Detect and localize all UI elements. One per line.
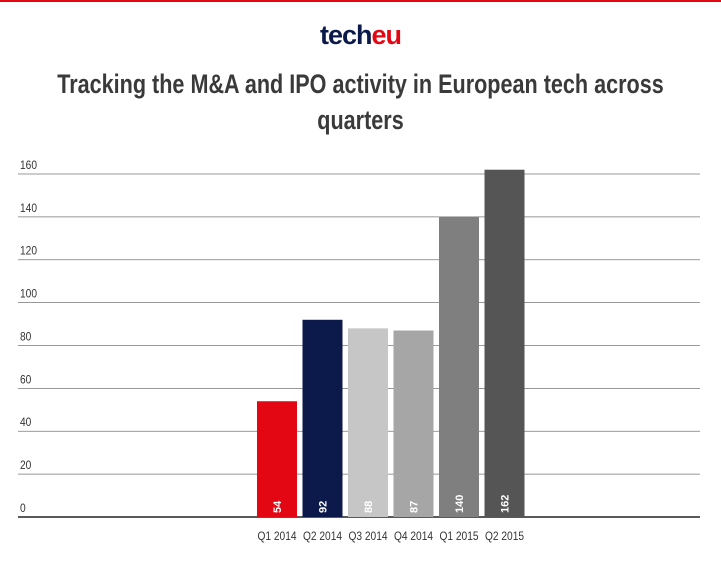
x-tick-label: Q4 2014 (394, 530, 433, 543)
value-label: 92 (318, 501, 330, 513)
bar (302, 319, 343, 517)
x-tick-label: Q2 2015 (485, 530, 524, 543)
y-tick-label: 40 (20, 417, 31, 430)
value-label: 140 (454, 495, 466, 513)
x-tick-label: Q1 2015 (439, 530, 478, 543)
y-tick-label: 60 (20, 374, 31, 387)
value-label: 162 (500, 495, 512, 513)
bar (439, 216, 479, 517)
bar (484, 169, 525, 517)
value-label: 87 (409, 501, 421, 513)
chart-title: Tracking the M&A and IPO activity in Eur… (57, 69, 664, 135)
logo-part: eu (371, 20, 402, 50)
bar (257, 401, 297, 517)
logo-part: tech (319, 20, 373, 50)
x-tick-label: Q3 2014 (348, 530, 387, 543)
y-tick-label: 100 (20, 288, 37, 301)
x-tick-label: Q1 2014 (257, 530, 296, 543)
y-tick-label: 160 (20, 159, 37, 172)
y-tick-label: 140 (20, 202, 37, 215)
y-tick-label: 120 (20, 245, 37, 258)
bar (393, 330, 434, 517)
bar (348, 328, 388, 517)
y-tick-label: 0 (20, 502, 26, 515)
logo: techeu (0, 20, 721, 51)
x-tick-label: Q2 2014 (303, 530, 342, 543)
value-label: 88 (363, 501, 375, 513)
y-tick-label: 20 (20, 459, 31, 472)
value-label: 54 (272, 500, 284, 513)
y-tick-label: 80 (20, 331, 31, 344)
